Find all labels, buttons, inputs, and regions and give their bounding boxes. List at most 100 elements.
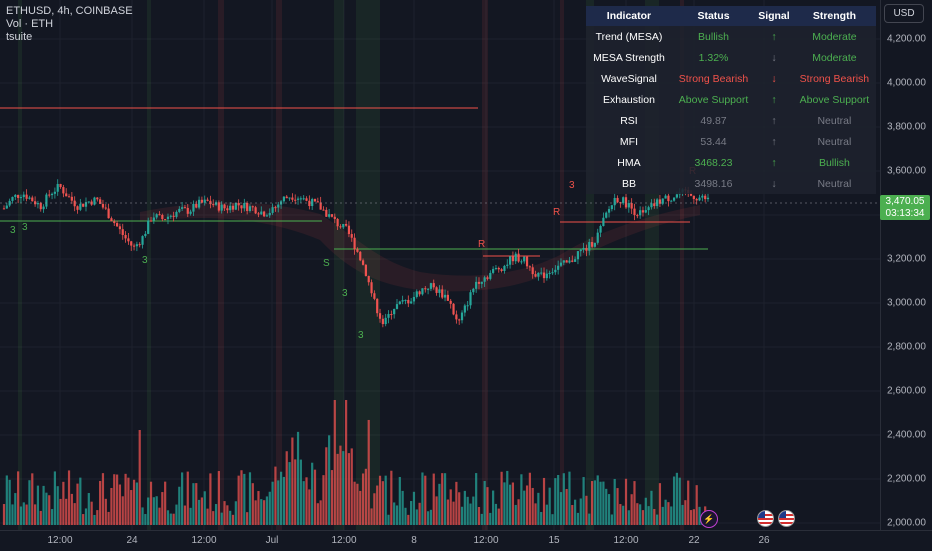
candle-body — [675, 194, 678, 198]
volume-bar — [152, 497, 155, 525]
indicator-legend[interactable]: tsuite — [6, 31, 33, 43]
volume-bar — [359, 490, 362, 525]
volume-bar — [277, 480, 280, 525]
indicator-strength: Bullish — [792, 152, 876, 173]
candle-body — [523, 256, 526, 262]
candle-body — [212, 204, 215, 206]
volume-bar — [557, 474, 560, 525]
us-flag-icon[interactable] — [778, 510, 795, 527]
volume-bar — [121, 496, 124, 525]
candle-body — [325, 209, 328, 217]
candle-body — [243, 203, 246, 209]
symbol-legend[interactable]: ETHUSD, 4h, COINBASE — [6, 5, 133, 17]
volume-bar — [333, 400, 336, 525]
volume-bar — [390, 470, 393, 525]
volume-bar — [415, 509, 418, 525]
candle-body — [172, 215, 175, 217]
volume-bar — [531, 487, 534, 525]
time-axis[interactable]: 12:00 24 12:00 Jul 12:00 8 12:00 15 12:00 22 26 — [0, 530, 932, 551]
candle-body — [169, 215, 172, 217]
candle-body — [384, 317, 387, 325]
volume-bar — [463, 490, 466, 525]
currency-button[interactable]: USD — [884, 4, 924, 23]
volume-bar — [432, 473, 435, 525]
volume-bar — [231, 514, 235, 525]
candle-body — [17, 194, 20, 198]
volume-bar — [76, 483, 79, 525]
candle-body — [166, 216, 170, 220]
volume-bar — [93, 514, 96, 525]
volume-bar — [195, 483, 198, 525]
volume-bar — [361, 473, 365, 525]
volume-bar — [593, 480, 597, 525]
candle-body — [14, 194, 17, 197]
indicator-status: 3498.16 — [671, 173, 756, 194]
volume-bar — [514, 504, 517, 525]
indicator-name: Trend (MESA) — [586, 26, 672, 47]
volume-bar — [412, 491, 416, 525]
candle-body — [373, 293, 376, 299]
signal-band — [276, 0, 282, 530]
count-marker: 3 — [142, 255, 148, 266]
volume-bar — [240, 470, 243, 525]
candle-body — [70, 196, 73, 201]
candle-body — [506, 264, 509, 266]
price-tick-label: 4,200.00 — [887, 33, 926, 45]
candle-body — [237, 203, 240, 206]
candle-body — [500, 269, 503, 272]
candle-body — [565, 260, 568, 263]
candle-body — [31, 197, 34, 202]
volume-bar — [599, 481, 602, 525]
indicator-status: Above Support — [671, 89, 756, 110]
candle-body — [367, 276, 370, 283]
chart-grid — [0, 0, 880, 530]
volume-bar — [313, 469, 317, 525]
lightning-icon[interactable]: ⚡ — [700, 510, 718, 528]
indicator-name: MESA Strength — [586, 47, 672, 68]
volume-bar — [684, 500, 687, 525]
candle-body — [661, 198, 664, 204]
volume-bar — [311, 462, 314, 525]
candle-body — [178, 208, 181, 212]
volume-bar — [477, 507, 481, 525]
volume-bar — [282, 476, 286, 525]
indicator-name: MFI — [586, 131, 672, 152]
candle-body — [706, 197, 710, 200]
indicator-strength: Neutral — [792, 131, 876, 152]
header-signal: Signal — [755, 6, 793, 26]
volume-bar — [500, 471, 503, 525]
candle-body — [624, 197, 628, 208]
volume-bar — [130, 490, 133, 525]
candle-body — [336, 218, 339, 227]
indicator-status: Bullish — [671, 26, 756, 47]
volume-bar — [305, 477, 308, 525]
volume-bar — [82, 514, 85, 525]
candle-body — [124, 234, 127, 239]
volume-bar — [36, 485, 40, 525]
candle-body — [692, 195, 695, 200]
indicator-signal-arrow: ↑ — [755, 26, 793, 47]
volume-bar — [695, 485, 698, 525]
signal-band — [218, 0, 224, 530]
count-marker: 3 — [569, 180, 575, 191]
candle-body — [517, 253, 520, 262]
candle-body — [274, 207, 277, 209]
volume-bar — [299, 459, 302, 525]
volume-bar — [364, 468, 367, 525]
price-chart[interactable]: 333S33RR3R — [0, 0, 880, 530]
candle-body — [115, 223, 119, 227]
volume-bar — [45, 492, 48, 525]
price-axis[interactable] — [880, 0, 932, 530]
volume-bar — [42, 485, 45, 525]
candle-body — [525, 256, 529, 267]
candle-body — [45, 194, 48, 207]
candle-body — [460, 312, 464, 321]
us-flag-icon[interactable] — [757, 510, 774, 527]
volume-bar — [350, 448, 353, 525]
candle-body — [404, 299, 407, 301]
volume-legend[interactable]: Vol · ETH — [6, 18, 54, 30]
volume-bar — [698, 506, 701, 525]
candle-body — [248, 206, 252, 211]
indicator-signal-arrow: ↑ — [755, 131, 793, 152]
volume-bar — [263, 500, 266, 525]
